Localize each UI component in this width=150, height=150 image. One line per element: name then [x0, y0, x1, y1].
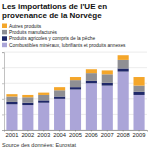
chart-container: Les importations de l'UE enprovenance de…: [0, 0, 150, 150]
bar: [38, 93, 49, 95]
y-tick-mark: [2, 52, 4, 53]
bar: [70, 80, 81, 87]
x-tick: 2008: [117, 130, 130, 138]
source-note: Source des données: Eurostat: [2, 142, 76, 148]
x-tick-label: 2009: [133, 132, 146, 138]
bar: [118, 68, 129, 71]
legend-label: Produits manufacturés: [9, 30, 58, 35]
x-tick: 2007: [101, 130, 114, 138]
grid-line: [4, 52, 147, 53]
bar: [133, 86, 144, 92]
bar-series: [6, 55, 144, 97]
legend-swatch: [2, 36, 7, 41]
bar: [102, 86, 113, 130]
bar-series: [6, 68, 144, 105]
chart-svg: Les importations de l'UE enprovenance de…: [0, 0, 150, 150]
text-line: provenance de la Norvège: [2, 11, 102, 20]
x-tick-label: 2005: [69, 132, 82, 138]
x-tick-label: 2006: [85, 132, 98, 138]
y-tick-mark: [2, 114, 4, 115]
background: [0, 0, 150, 150]
bar: [22, 103, 33, 105]
x-tick: 2006: [85, 130, 98, 138]
x-tick: 2009: [133, 130, 146, 138]
bar: [6, 97, 17, 102]
legend: Autres produitsProduits manufacturésProd…: [2, 24, 126, 48]
bar: [22, 95, 33, 97]
bar: [38, 100, 49, 102]
y-tick: [2, 83, 4, 84]
bar: [70, 77, 81, 80]
bar: [54, 97, 65, 99]
bar: [54, 90, 65, 96]
bar: [70, 87, 81, 89]
legend-swatch: [2, 43, 7, 48]
x-tick: 2003: [37, 130, 50, 138]
bar: [102, 70, 113, 74]
bar: [22, 105, 33, 130]
x-tick: 2005: [69, 130, 82, 138]
bar-series: [6, 60, 144, 103]
bar: [38, 95, 49, 100]
bars: [6, 55, 144, 130]
x-tick: 2002: [21, 130, 34, 138]
x-axis: 200120022003200420052006200720082009: [5, 130, 148, 138]
x-tick-label: 2002: [21, 132, 34, 138]
y-axis: [2, 53, 5, 131]
y-axis-line: [2, 53, 5, 131]
bar: [86, 83, 97, 130]
bar: [86, 81, 97, 83]
bar-series: [6, 72, 144, 130]
y-tick-mark: [2, 68, 4, 69]
bar: [86, 69, 97, 73]
x-tick-label: 2007: [101, 132, 114, 138]
x-tick-label: 2003: [37, 132, 50, 138]
bar: [102, 74, 113, 83]
x-tick-label: 2001: [5, 132, 18, 138]
bar: [6, 104, 17, 130]
bar: [118, 55, 129, 60]
legend-label: Autres produits: [9, 24, 42, 29]
y-tick: [2, 114, 4, 115]
bar: [54, 87, 65, 90]
y-tick: [2, 68, 4, 69]
legend-label: Combustibles minéraux, lubrifiants et pr…: [9, 43, 126, 48]
bar: [86, 73, 97, 81]
bar: [6, 102, 17, 104]
y-tick: [2, 52, 4, 53]
bar: [133, 95, 144, 130]
legend-swatch: [2, 30, 7, 35]
bar: [133, 92, 144, 95]
bar: [6, 94, 17, 96]
bar: [54, 99, 65, 130]
legend-swatch: [2, 24, 7, 29]
legend-label: Produits agricoles y compris de la pêche: [9, 36, 95, 41]
x-tick-label: 2008: [117, 132, 130, 138]
bar: [133, 77, 144, 86]
x-tick: 2004: [53, 130, 67, 138]
bar: [118, 60, 129, 69]
x-tick: 2001: [5, 130, 18, 138]
bar: [102, 83, 113, 86]
bar: [70, 89, 81, 130]
y-tick: [2, 130, 4, 131]
bar: [118, 72, 129, 130]
x-tick-label: 2004: [53, 132, 67, 138]
y-tick-mark: [2, 130, 4, 131]
y-tick-mark: [2, 99, 4, 100]
y-tick-mark: [2, 83, 4, 84]
bar: [38, 103, 49, 130]
bar: [22, 97, 33, 102]
y-tick: [2, 99, 4, 100]
grid: [4, 52, 147, 130]
title: Les importations de l'UE enprovenance de…: [2, 2, 107, 20]
